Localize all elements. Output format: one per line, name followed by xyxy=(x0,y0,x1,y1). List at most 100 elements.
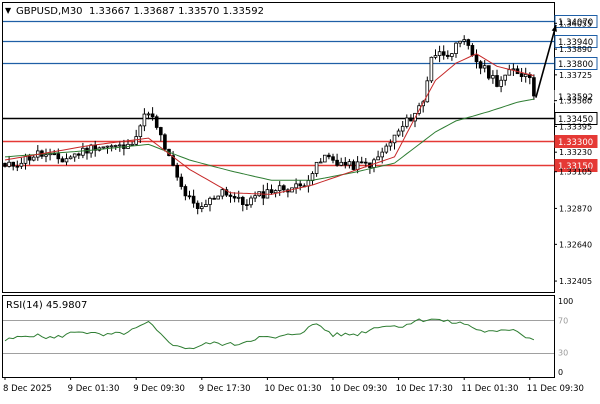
candle-body-47 xyxy=(195,202,200,209)
candle-body-25 xyxy=(105,145,110,148)
candle-body-2 xyxy=(11,161,16,167)
candle-body-127 xyxy=(523,73,528,77)
level-price-tag-2 xyxy=(554,35,598,48)
candle-body-93 xyxy=(384,145,389,153)
candle-body-53 xyxy=(220,189,225,197)
forecast-arrow-shaft xyxy=(535,24,557,98)
current-price-tag xyxy=(554,90,598,103)
price-tick-label-2: 1.33890 xyxy=(559,45,592,54)
candle-body-115 xyxy=(474,54,479,63)
candle-body-50 xyxy=(208,197,212,205)
candle-body-97 xyxy=(400,125,405,132)
candle-body-72 xyxy=(298,183,302,187)
candle-body-0 xyxy=(3,162,7,167)
candle-body-48 xyxy=(199,206,204,209)
candle-body-16 xyxy=(68,156,73,160)
candle-body-78 xyxy=(322,154,327,163)
candle-body-84 xyxy=(347,161,352,166)
axis-layer: 1.34055 1.33890 1.33725 1.33560 1.33395 1.332… xyxy=(3,19,592,394)
candle-body-107 xyxy=(441,51,446,56)
candle-body-104 xyxy=(429,56,434,82)
candle-body-79 xyxy=(327,154,331,158)
candle-body-124 xyxy=(511,68,516,71)
level-price-label-3: 1.33800 xyxy=(558,60,593,70)
candle-body-49 xyxy=(204,204,208,208)
candle-body-27 xyxy=(113,145,118,147)
candle-body-103 xyxy=(425,80,430,103)
candle-body-87 xyxy=(359,161,364,164)
candle-body-14 xyxy=(60,158,65,163)
candle-body-18 xyxy=(77,153,81,156)
candle-body-42 xyxy=(175,165,180,178)
rsi-tick-label-3: 0 xyxy=(558,368,563,377)
candle-body-32 xyxy=(134,136,139,145)
time-tick-label-7: 11 Dec 01:30 xyxy=(461,384,518,394)
candle-body-96 xyxy=(396,130,401,136)
candle-body-117 xyxy=(482,65,487,69)
level-price-tag-6 xyxy=(554,159,598,172)
candle-body-44 xyxy=(183,186,188,197)
rsi-tick-label-2: 30 xyxy=(558,349,568,358)
level-price-label-2: 1.33940 xyxy=(558,38,593,48)
candle-body-114 xyxy=(470,45,475,56)
candle-body-95 xyxy=(392,134,397,144)
candle-body-46 xyxy=(191,195,196,204)
candle-body-43 xyxy=(179,176,184,187)
time-tick-label-5: 10 Dec 09:30 xyxy=(330,384,387,394)
price-tick-label-7: 1.33105 xyxy=(559,168,592,177)
candle-body-109 xyxy=(450,53,454,57)
candle-body-94 xyxy=(388,142,393,147)
candle-body-74 xyxy=(306,180,311,187)
candle-body-80 xyxy=(331,156,335,161)
candle-body-91 xyxy=(376,156,380,161)
time-tick-label-3: 9 Dec 17:30 xyxy=(199,384,251,394)
candle-body-15 xyxy=(64,158,69,163)
candle-body-106 xyxy=(437,51,442,56)
level-price-label-4: 1.33450 xyxy=(558,115,593,125)
candle-body-105 xyxy=(433,55,438,58)
candle-body-17 xyxy=(72,153,77,158)
candle-body-4 xyxy=(19,162,24,167)
candle-body-39 xyxy=(163,134,167,150)
candle-body-28 xyxy=(118,144,122,147)
candle-body-52 xyxy=(216,195,221,200)
candle-body-51 xyxy=(212,197,216,200)
candle-body-61 xyxy=(253,195,257,199)
candle-body-81 xyxy=(335,159,339,166)
candle-body-35 xyxy=(146,113,151,116)
ma-slow-line xyxy=(4,98,534,181)
rsi-tick-label-0: 100 xyxy=(558,297,573,306)
price-tick-label-9: 1.32640 xyxy=(559,240,592,249)
candle-body-21 xyxy=(89,144,93,154)
candle-body-3 xyxy=(15,165,20,168)
candle-body-126 xyxy=(519,73,524,77)
candle-body-129 xyxy=(532,77,536,97)
level-price-label-1: 1.34070 xyxy=(558,18,593,28)
candle-body-58 xyxy=(240,196,245,205)
candle-body-75 xyxy=(310,173,315,182)
candle-body-108 xyxy=(445,54,450,57)
candle-body-112 xyxy=(462,39,466,42)
candle-body-24 xyxy=(101,146,106,149)
candle-body-6 xyxy=(27,156,32,161)
candle-body-60 xyxy=(249,197,253,206)
candle-body-120 xyxy=(495,75,499,87)
level-price-tag-1 xyxy=(554,15,598,28)
price-tick-label-6: 1.33230 xyxy=(559,148,592,157)
price-tick-label-8: 1.32870 xyxy=(559,204,592,213)
price-tick-label-4: 1.33560 xyxy=(559,97,592,106)
chart-header-ohlc: 1.33667 1.33687 1.33570 1.33592 xyxy=(89,6,264,17)
moving-averages-layer: 1.33592 xyxy=(4,24,598,195)
candle-body-92 xyxy=(380,151,384,158)
candle-body-77 xyxy=(318,161,323,164)
candle-body-76 xyxy=(314,161,319,174)
current-price-label: 1.33592 xyxy=(558,93,593,103)
candle-body-71 xyxy=(294,183,298,189)
candle-body-123 xyxy=(507,69,512,76)
candle-body-113 xyxy=(466,39,471,46)
candle-body-116 xyxy=(478,61,483,69)
candle-body-63 xyxy=(261,191,266,199)
candle-body-68 xyxy=(281,185,286,191)
candle-body-118 xyxy=(486,65,491,79)
